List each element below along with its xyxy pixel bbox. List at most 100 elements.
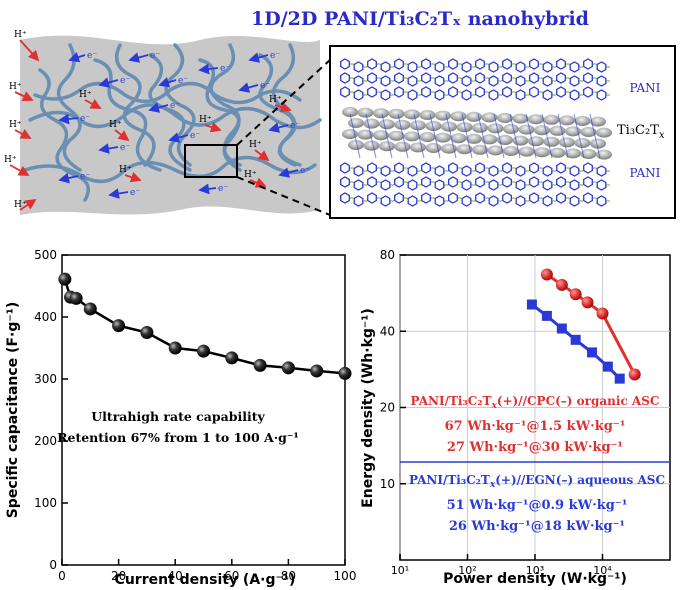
aqueous-point — [602, 361, 613, 372]
organic-series-markers — [540, 268, 641, 381]
ragone-chart: 10¹ 10² 10³ 10⁴ 10 20 40 80 PANI/Ti₃C₂Tx(+)//CP… — [360, 248, 671, 587]
svg-text:H⁺: H⁺ — [249, 140, 262, 150]
capacitance-point — [168, 341, 182, 355]
capacitance-annotation-line1: Ultrahigh rate capability — [91, 409, 265, 424]
svg-text:e⁻: e⁻ — [190, 131, 200, 141]
capacitance-y-tick-label: 100 — [34, 496, 57, 510]
capacitance-plot-area — [61, 254, 346, 566]
svg-text:e⁻: e⁻ — [170, 101, 180, 111]
inset-label-pani-top: PANI — [630, 81, 661, 95]
svg-text:e⁻: e⁻ — [130, 188, 140, 198]
organic-legend-line2: 27 Wh·kg⁻¹@30 kW·kg⁻¹ — [447, 440, 623, 455]
organic-point — [540, 268, 553, 281]
capacitance-y-tick-label: 300 — [34, 372, 57, 386]
aqueous-point — [541, 310, 552, 321]
capacitance-y-tick-label: 0 — [49, 558, 57, 572]
svg-text:e⁻: e⁻ — [120, 76, 130, 86]
capacitance-x-tick-label: 80 — [281, 569, 296, 583]
capacitance-point — [253, 358, 267, 372]
svg-text:e⁻: e⁻ — [218, 184, 228, 194]
ragone-y-axis-label: Energy density (Wh·kg⁻¹) — [360, 308, 376, 508]
capacitance-x-tick-label: 60 — [224, 569, 239, 583]
organic-legend-line1: 67 Wh·kg⁻¹@1.5 kW·kg⁻¹ — [445, 419, 626, 434]
organic-point — [628, 368, 641, 381]
ragone-y-tick-label: 40 — [380, 324, 395, 338]
ragone-y-tick-label: 80 — [380, 248, 395, 262]
capacitance-x-tick-label: 0 — [58, 569, 66, 583]
proton-arrows: H⁺ H⁺ H⁺ H⁺ H⁺ H⁺ H⁺ H⁺ H⁺ H⁺ H⁺ H⁺ — [4, 30, 292, 211]
structure-inset: PANI Ti₃C₂Tx PANI — [329, 45, 676, 219]
pani-fibers — [23, 43, 322, 202]
inset-label-mxene: Ti₃C₂Tx — [617, 123, 665, 141]
capacitance-markers — [58, 272, 352, 380]
capacitance-point — [281, 361, 295, 375]
capacitance-y-tick-label: 400 — [34, 310, 57, 324]
capacitance-annotation-line2: Retention 67% from 1 to 100 A·g⁻¹ — [57, 430, 299, 445]
zoom-line-top — [236, 59, 331, 146]
aqueous-legend-line1: 51 Wh·kg⁻¹@0.9 kW·kg⁻¹ — [447, 498, 628, 513]
svg-text:e⁻: e⁻ — [178, 76, 188, 86]
aqueous-point — [614, 373, 625, 384]
ragone-x-axis-label: Power density (W·kg⁻¹) — [443, 571, 627, 587]
pani-top-layer — [340, 58, 610, 101]
capacitance-point — [310, 364, 324, 378]
ragone-x-tick-label: 10³ — [526, 564, 544, 577]
svg-text:H⁺: H⁺ — [9, 82, 22, 92]
capacitance-point — [58, 272, 72, 286]
svg-text:H⁺: H⁺ — [109, 120, 122, 130]
capacitance-point — [197, 344, 210, 358]
aqueous-legend-head: PANI/Ti₃C₂Tx(+)//EGN(–) aqueous ASC — [409, 473, 665, 490]
svg-text:H⁺: H⁺ — [14, 30, 27, 40]
capacitance-x-tick-label: 40 — [168, 569, 183, 583]
capacitance-x-axis-label: Current density (A·g⁻¹) — [115, 572, 296, 588]
aqueous-series-markers — [526, 299, 625, 384]
capacitance-point — [112, 319, 126, 333]
organic-point — [581, 296, 594, 309]
svg-text:e⁻: e⁻ — [260, 81, 270, 91]
electron-arrows: e⁻ e⁻ e⁻ e⁻ e⁻ e⁻ e⁻ e⁻ e⁻ e⁻ e⁻ e⁻ e⁻ e⁻ e⁻ e⁻ — [58, 51, 310, 199]
ragone-ticks: 10¹ 10² 10³ 10⁴ 10 20 40 80 — [380, 248, 613, 577]
svg-text:H⁺: H⁺ — [119, 165, 132, 175]
inset-label-pani-bottom: PANI — [630, 166, 661, 180]
capacitance-ticks: 0 20 40 60 80 100 0 100 200 300 400 500 — [34, 248, 356, 583]
ragone-x-tick-label: 10⁴ — [593, 564, 612, 577]
ragone-x-tick-label: 10¹ — [391, 564, 409, 577]
svg-text:H⁺: H⁺ — [79, 90, 92, 100]
figure-title: 1D/2D PANI/Ti₃C₂Tₓ nanohybrid — [251, 8, 589, 30]
svg-text:e⁻: e⁻ — [150, 51, 160, 61]
capacitance-point — [225, 351, 239, 365]
aqueous-point — [526, 299, 537, 310]
organic-point — [555, 278, 568, 291]
mxene-layer — [342, 107, 612, 160]
svg-text:e⁻: e⁻ — [220, 64, 230, 74]
organic-point — [569, 288, 582, 301]
organic-legend-head: PANI/Ti₃C₂Tx(+)//CPC(–) organic ASC — [411, 394, 660, 411]
nanohybrid-schematic: H⁺H⁺H⁺H⁺H⁺H⁺H⁺H⁺H⁺H⁺H⁺H⁺ e⁻e⁻e⁻e⁻e⁻e⁻e⁻e… — [4, 30, 331, 216]
svg-text:e⁻: e⁻ — [87, 51, 97, 61]
svg-text:e⁻: e⁻ — [300, 166, 310, 176]
zoom-line-bottom — [236, 176, 331, 216]
capacitance-point — [338, 366, 352, 380]
svg-text:H⁺: H⁺ — [269, 95, 282, 105]
ragone-x-tick-label: 10² — [458, 564, 476, 577]
ragone-y-tick-label: 10 — [380, 477, 395, 491]
organic-point — [596, 307, 609, 320]
svg-text:H⁺: H⁺ — [244, 170, 257, 180]
capacitance-point — [69, 291, 83, 305]
capacitance-point — [83, 302, 97, 316]
svg-text:e⁻: e⁻ — [270, 51, 280, 61]
capacitance-y-tick-label: 200 — [34, 434, 57, 448]
pani-bottom-layer — [340, 162, 610, 207]
aqueous-legend-line2: 26 Wh·kg⁻¹@18 kW·kg⁻¹ — [449, 519, 625, 534]
svg-text:e⁻: e⁻ — [80, 172, 90, 182]
capacitance-x-tick-label: 20 — [111, 569, 126, 583]
aqueous-point — [587, 347, 598, 358]
capacitance-y-axis-label: Specific capacitance (F·g⁻¹) — [5, 302, 21, 519]
mxene-sheet — [20, 35, 320, 215]
aqueous-point — [570, 334, 581, 345]
capacitance-point — [140, 326, 154, 339]
zoom-box — [184, 144, 238, 178]
capacitance-y-tick-label: 500 — [34, 248, 57, 262]
svg-text:H⁺: H⁺ — [199, 115, 212, 125]
